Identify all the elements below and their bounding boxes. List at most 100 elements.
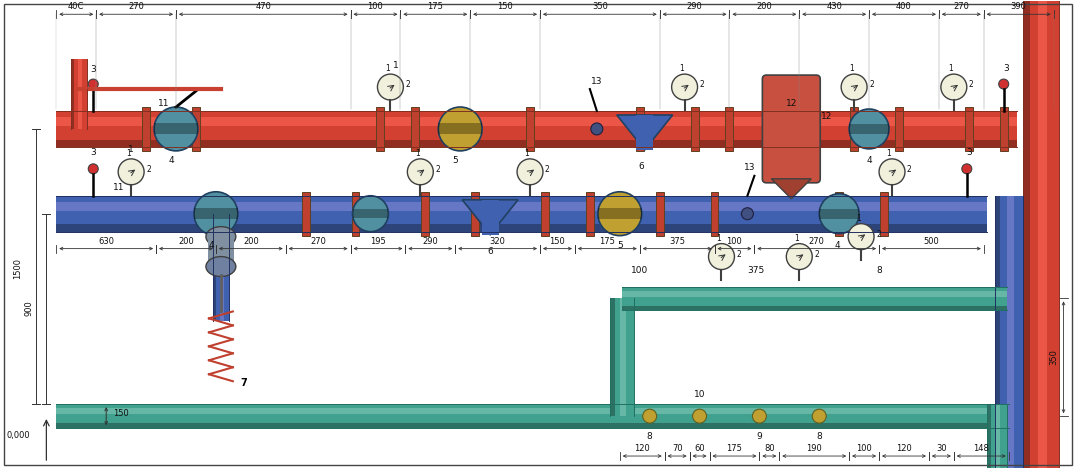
Circle shape xyxy=(194,192,238,236)
Text: 12: 12 xyxy=(821,112,833,121)
Bar xyxy=(142,107,150,151)
Text: 3: 3 xyxy=(966,148,972,157)
Bar xyxy=(56,196,987,232)
Text: 375: 375 xyxy=(748,266,765,275)
Circle shape xyxy=(693,409,707,423)
Circle shape xyxy=(962,164,972,174)
Text: 100: 100 xyxy=(632,266,649,275)
Polygon shape xyxy=(463,200,518,234)
Text: 7: 7 xyxy=(241,378,247,388)
Text: 290: 290 xyxy=(686,2,703,11)
Text: 200: 200 xyxy=(179,237,194,246)
Text: 630: 630 xyxy=(98,237,114,246)
Circle shape xyxy=(849,109,889,149)
Bar xyxy=(220,214,224,322)
Text: 80: 80 xyxy=(764,444,775,453)
Bar xyxy=(819,209,859,219)
Polygon shape xyxy=(771,179,811,199)
Circle shape xyxy=(999,79,1008,89)
Circle shape xyxy=(741,208,753,219)
Text: 1: 1 xyxy=(717,234,721,242)
Text: 900: 900 xyxy=(25,300,34,316)
Polygon shape xyxy=(617,115,672,150)
Bar xyxy=(56,404,1008,428)
Text: 12: 12 xyxy=(785,99,797,108)
Circle shape xyxy=(642,409,656,423)
Text: 100: 100 xyxy=(726,237,742,246)
Text: 175: 175 xyxy=(427,2,443,11)
Bar xyxy=(987,404,1007,468)
Text: 500: 500 xyxy=(923,237,939,246)
Text: 430: 430 xyxy=(826,2,843,11)
Text: 2: 2 xyxy=(907,165,911,174)
Circle shape xyxy=(879,159,905,185)
Bar xyxy=(56,202,987,211)
Bar xyxy=(614,299,634,416)
Bar xyxy=(598,208,641,219)
Bar xyxy=(79,59,82,129)
Bar xyxy=(154,124,198,134)
Bar xyxy=(991,404,1007,468)
Text: 1: 1 xyxy=(794,234,798,242)
Text: 1: 1 xyxy=(849,64,853,73)
Text: 200: 200 xyxy=(756,2,773,11)
Bar xyxy=(965,107,973,151)
Text: 320: 320 xyxy=(490,237,506,246)
Text: 2: 2 xyxy=(869,80,874,89)
Text: 375: 375 xyxy=(669,237,685,246)
Bar xyxy=(849,124,889,134)
Bar xyxy=(411,107,420,151)
Bar xyxy=(636,107,643,151)
Text: 390: 390 xyxy=(1010,2,1027,11)
Bar xyxy=(422,192,429,236)
Text: 1: 1 xyxy=(948,64,953,73)
Text: 1: 1 xyxy=(679,64,684,73)
Text: 6: 6 xyxy=(487,247,493,256)
Bar xyxy=(725,107,734,151)
Bar xyxy=(895,107,903,151)
Text: 195: 195 xyxy=(370,237,386,246)
Circle shape xyxy=(671,74,697,100)
Bar xyxy=(216,214,229,322)
Text: 350: 350 xyxy=(592,2,608,11)
Bar xyxy=(1022,1,1059,468)
Text: 30: 30 xyxy=(936,444,947,453)
Bar xyxy=(880,192,888,236)
Text: 1: 1 xyxy=(415,149,420,158)
Text: 190: 190 xyxy=(806,444,822,453)
Bar xyxy=(585,192,594,236)
Text: 150: 150 xyxy=(550,237,565,246)
FancyBboxPatch shape xyxy=(763,75,820,183)
Text: 13: 13 xyxy=(591,77,603,86)
Text: 2: 2 xyxy=(876,230,881,239)
Text: 3: 3 xyxy=(90,65,96,73)
Bar xyxy=(471,192,479,236)
Text: 270: 270 xyxy=(809,237,824,246)
Text: 9: 9 xyxy=(756,431,762,440)
Bar xyxy=(71,89,87,129)
Text: 2: 2 xyxy=(436,165,440,174)
Text: 1: 1 xyxy=(887,149,891,158)
Text: 2: 2 xyxy=(146,165,151,174)
Text: 290: 290 xyxy=(423,237,438,246)
Bar xyxy=(74,89,87,129)
Circle shape xyxy=(812,409,826,423)
Bar xyxy=(192,107,200,151)
Bar xyxy=(622,291,1007,297)
Ellipse shape xyxy=(206,227,236,247)
Text: 4: 4 xyxy=(208,241,214,250)
Bar xyxy=(1001,196,1022,468)
Bar xyxy=(995,404,1001,468)
Text: 175: 175 xyxy=(599,237,615,246)
Bar xyxy=(352,192,359,236)
Text: 350: 350 xyxy=(1049,350,1059,365)
Text: 2: 2 xyxy=(736,249,741,259)
Text: 1: 1 xyxy=(128,146,134,154)
Bar xyxy=(56,409,1008,414)
Circle shape xyxy=(88,164,98,174)
Bar xyxy=(691,107,698,151)
Text: 3: 3 xyxy=(1003,64,1008,73)
Text: 148: 148 xyxy=(974,444,989,453)
Bar xyxy=(56,111,1017,140)
Bar xyxy=(610,299,634,416)
